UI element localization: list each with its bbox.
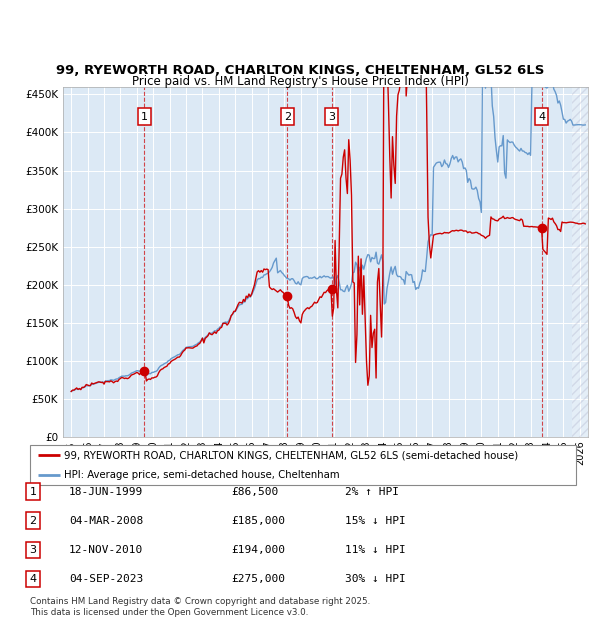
Text: 3: 3 [29, 545, 37, 555]
Text: Price paid vs. HM Land Registry's House Price Index (HPI): Price paid vs. HM Land Registry's House … [131, 75, 469, 88]
Text: £275,000: £275,000 [231, 574, 285, 584]
Text: 04-MAR-2008: 04-MAR-2008 [69, 516, 143, 526]
Text: HPI: Average price, semi-detached house, Cheltenham: HPI: Average price, semi-detached house,… [64, 470, 340, 480]
Text: 12-NOV-2010: 12-NOV-2010 [69, 545, 143, 555]
Text: 18-JUN-1999: 18-JUN-1999 [69, 487, 143, 497]
Text: 3: 3 [328, 112, 335, 122]
Text: Contains HM Land Registry data © Crown copyright and database right 2025.
This d: Contains HM Land Registry data © Crown c… [30, 598, 370, 617]
Text: 4: 4 [538, 112, 545, 122]
Text: 11% ↓ HPI: 11% ↓ HPI [345, 545, 406, 555]
Text: 99, RYEWORTH ROAD, CHARLTON KINGS, CHELTENHAM, GL52 6LS (semi-detached house): 99, RYEWORTH ROAD, CHARLTON KINGS, CHELT… [64, 450, 518, 461]
FancyBboxPatch shape [30, 445, 576, 485]
Text: 99, RYEWORTH ROAD, CHARLTON KINGS, CHELTENHAM, GL52 6LS: 99, RYEWORTH ROAD, CHARLTON KINGS, CHELT… [56, 64, 544, 78]
Text: 4: 4 [29, 574, 37, 584]
Text: £86,500: £86,500 [231, 487, 278, 497]
Text: £185,000: £185,000 [231, 516, 285, 526]
Text: 2: 2 [284, 112, 291, 122]
Bar [572, 87, 588, 437]
Text: 1: 1 [141, 112, 148, 122]
Text: 2: 2 [29, 516, 37, 526]
Text: 1: 1 [29, 487, 37, 497]
Text: 30% ↓ HPI: 30% ↓ HPI [345, 574, 406, 584]
Text: £194,000: £194,000 [231, 545, 285, 555]
Text: 04-SEP-2023: 04-SEP-2023 [69, 574, 143, 584]
Text: 2% ↑ HPI: 2% ↑ HPI [345, 487, 399, 497]
Text: 15% ↓ HPI: 15% ↓ HPI [345, 516, 406, 526]
